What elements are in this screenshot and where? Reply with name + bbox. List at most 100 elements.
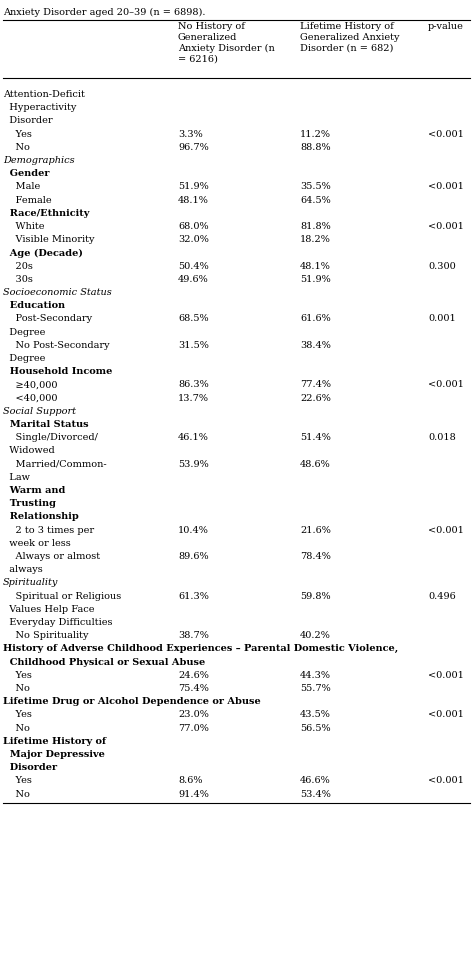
Text: 38.7%: 38.7% bbox=[178, 631, 209, 641]
Text: No: No bbox=[3, 789, 30, 799]
Text: No: No bbox=[3, 723, 30, 733]
Text: 81.8%: 81.8% bbox=[300, 222, 331, 231]
Text: Childhood Physical or Sexual Abuse: Childhood Physical or Sexual Abuse bbox=[3, 658, 205, 667]
Text: Education: Education bbox=[3, 301, 65, 310]
Text: Disorder: Disorder bbox=[3, 763, 57, 772]
Text: Gender: Gender bbox=[3, 169, 49, 178]
Text: 31.5%: 31.5% bbox=[178, 341, 209, 350]
Text: <0.001: <0.001 bbox=[428, 380, 464, 390]
Text: No Spirituality: No Spirituality bbox=[3, 631, 89, 641]
Text: 88.8%: 88.8% bbox=[300, 143, 331, 152]
Text: 49.6%: 49.6% bbox=[178, 275, 209, 284]
Text: 23.0%: 23.0% bbox=[178, 711, 209, 719]
Text: 21.6%: 21.6% bbox=[300, 526, 331, 535]
Text: Generalized: Generalized bbox=[178, 33, 237, 42]
Text: <0.001: <0.001 bbox=[428, 183, 464, 191]
Text: Relationship: Relationship bbox=[3, 512, 79, 521]
Text: 0.001: 0.001 bbox=[428, 314, 456, 324]
Text: always: always bbox=[3, 565, 43, 574]
Text: Widowed: Widowed bbox=[3, 446, 55, 456]
Text: 13.7%: 13.7% bbox=[178, 394, 209, 402]
Text: Spiritual or Religious: Spiritual or Religious bbox=[3, 592, 121, 601]
Text: Degree: Degree bbox=[3, 354, 46, 363]
Text: Post-Secondary: Post-Secondary bbox=[3, 314, 92, 324]
Text: 48.1%: 48.1% bbox=[300, 261, 331, 270]
Text: week or less: week or less bbox=[3, 538, 71, 548]
Text: Always or almost: Always or almost bbox=[3, 552, 100, 561]
Text: 56.5%: 56.5% bbox=[300, 723, 331, 733]
Text: 68.0%: 68.0% bbox=[178, 222, 209, 231]
Text: Yes: Yes bbox=[3, 711, 32, 719]
Text: 18.2%: 18.2% bbox=[300, 235, 331, 244]
Text: 89.6%: 89.6% bbox=[178, 552, 209, 561]
Text: 61.6%: 61.6% bbox=[300, 314, 331, 324]
Text: No History of: No History of bbox=[178, 22, 245, 31]
Text: 53.4%: 53.4% bbox=[300, 789, 331, 799]
Text: 55.7%: 55.7% bbox=[300, 684, 331, 693]
Text: 48.1%: 48.1% bbox=[178, 195, 209, 204]
Text: 53.9%: 53.9% bbox=[178, 460, 209, 469]
Text: Marital Status: Marital Status bbox=[3, 420, 89, 429]
Text: 46.1%: 46.1% bbox=[178, 434, 209, 442]
Text: 78.4%: 78.4% bbox=[300, 552, 331, 561]
Text: White: White bbox=[3, 222, 45, 231]
Text: No Post-Secondary: No Post-Secondary bbox=[3, 341, 109, 350]
Text: Age (Decade): Age (Decade) bbox=[3, 249, 83, 258]
Text: <0.001: <0.001 bbox=[428, 711, 464, 719]
Text: 75.4%: 75.4% bbox=[178, 684, 209, 693]
Text: Major Depressive: Major Depressive bbox=[3, 750, 105, 759]
Text: Degree: Degree bbox=[3, 328, 46, 336]
Text: Social Support: Social Support bbox=[3, 407, 76, 416]
Text: 22.6%: 22.6% bbox=[300, 394, 331, 402]
Text: <0.001: <0.001 bbox=[428, 222, 464, 231]
Text: 38.4%: 38.4% bbox=[300, 341, 331, 350]
Text: Anxiety Disorder (n: Anxiety Disorder (n bbox=[178, 44, 275, 53]
Text: 0.300: 0.300 bbox=[428, 261, 456, 270]
Text: Values Help Face: Values Help Face bbox=[3, 605, 94, 613]
Text: Anxiety Disorder aged 20–39 (n = 6898).: Anxiety Disorder aged 20–39 (n = 6898). bbox=[3, 8, 206, 17]
Text: 51.4%: 51.4% bbox=[300, 434, 331, 442]
Text: 3.3%: 3.3% bbox=[178, 129, 203, 139]
Text: Yes: Yes bbox=[3, 129, 32, 139]
Text: 2 to 3 times per: 2 to 3 times per bbox=[3, 526, 94, 535]
Text: Visible Minority: Visible Minority bbox=[3, 235, 94, 244]
Text: 86.3%: 86.3% bbox=[178, 380, 209, 390]
Text: 61.3%: 61.3% bbox=[178, 592, 209, 601]
Text: p-value: p-value bbox=[428, 22, 464, 31]
Text: 68.5%: 68.5% bbox=[178, 314, 209, 324]
Text: Yes: Yes bbox=[3, 777, 32, 785]
Text: 8.6%: 8.6% bbox=[178, 777, 202, 785]
Text: 40.2%: 40.2% bbox=[300, 631, 331, 641]
Text: Household Income: Household Income bbox=[3, 367, 112, 376]
Text: ≥40,000: ≥40,000 bbox=[3, 380, 57, 390]
Text: 64.5%: 64.5% bbox=[300, 195, 331, 204]
Text: 91.4%: 91.4% bbox=[178, 789, 209, 799]
Text: 24.6%: 24.6% bbox=[178, 671, 209, 679]
Text: 48.6%: 48.6% bbox=[300, 460, 331, 469]
Text: Attention-Deficit: Attention-Deficit bbox=[3, 90, 85, 99]
Text: Married/Common-: Married/Common- bbox=[3, 460, 107, 469]
Text: 51.9%: 51.9% bbox=[178, 183, 209, 191]
Text: 50.4%: 50.4% bbox=[178, 261, 209, 270]
Text: 77.4%: 77.4% bbox=[300, 380, 331, 390]
Text: Law: Law bbox=[3, 472, 30, 482]
Text: = 6216): = 6216) bbox=[178, 55, 218, 64]
Text: Female: Female bbox=[3, 195, 52, 204]
Text: 77.0%: 77.0% bbox=[178, 723, 209, 733]
Text: 20s: 20s bbox=[3, 261, 33, 270]
Text: 32.0%: 32.0% bbox=[178, 235, 209, 244]
Text: 35.5%: 35.5% bbox=[300, 183, 331, 191]
Text: 10.4%: 10.4% bbox=[178, 526, 209, 535]
Text: Hyperactivity: Hyperactivity bbox=[3, 103, 76, 112]
Text: Disorder (n = 682): Disorder (n = 682) bbox=[300, 44, 393, 53]
Text: <0.001: <0.001 bbox=[428, 129, 464, 139]
Text: Disorder: Disorder bbox=[3, 117, 53, 125]
Text: Generalized Anxiety: Generalized Anxiety bbox=[300, 33, 400, 42]
Text: Yes: Yes bbox=[3, 671, 32, 679]
Text: No: No bbox=[3, 684, 30, 693]
Text: 0.496: 0.496 bbox=[428, 592, 456, 601]
Text: Socioeconomic Status: Socioeconomic Status bbox=[3, 288, 112, 297]
Text: Everyday Difficulties: Everyday Difficulties bbox=[3, 618, 112, 627]
Text: Male: Male bbox=[3, 183, 40, 191]
Text: <0.001: <0.001 bbox=[428, 526, 464, 535]
